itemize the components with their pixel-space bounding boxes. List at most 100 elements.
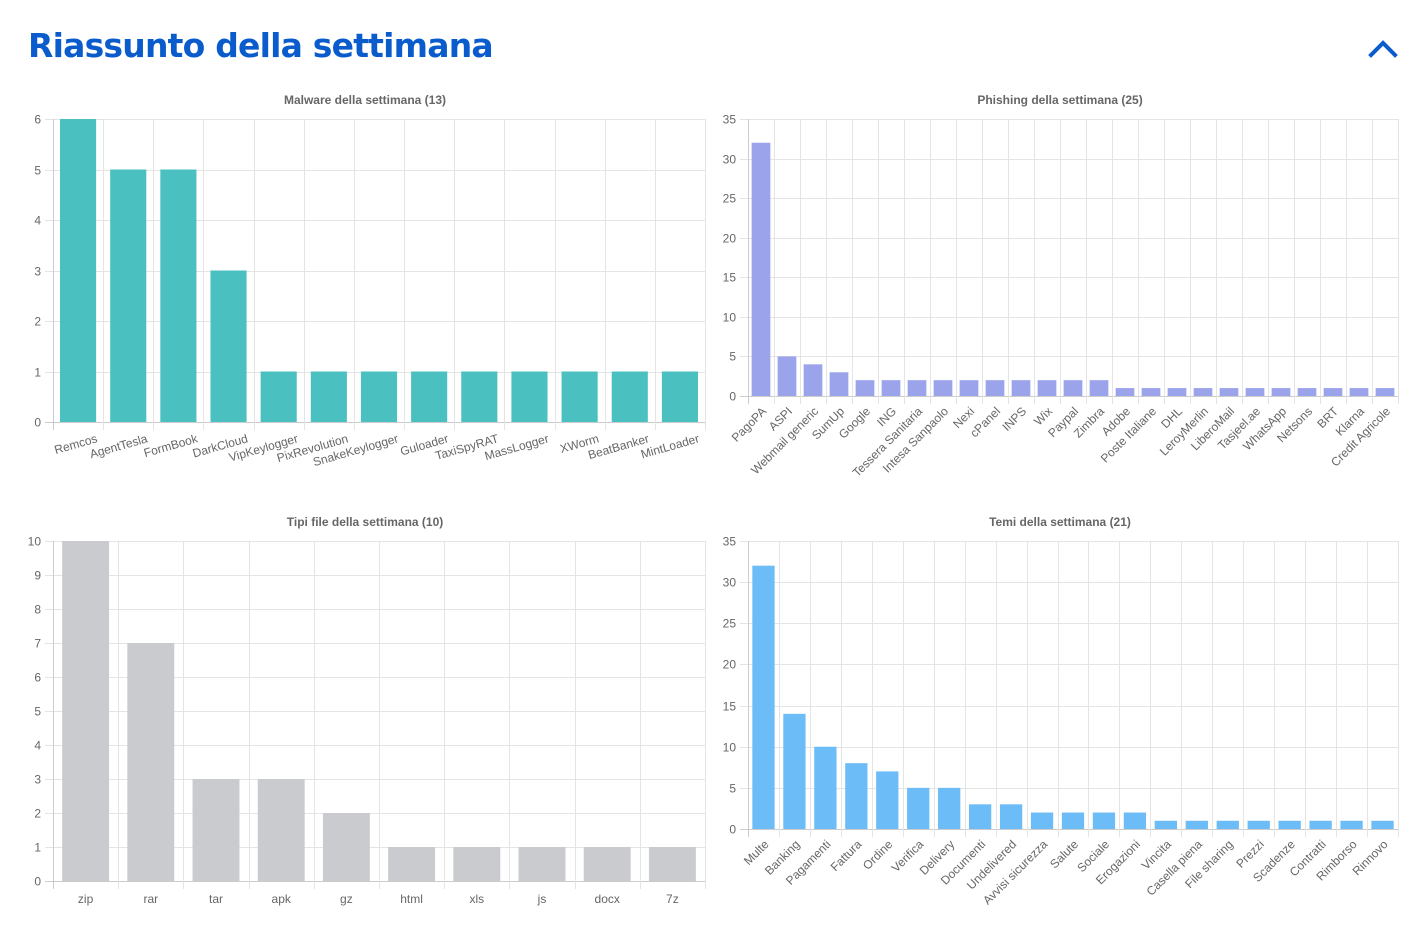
y-tick-label: 0	[34, 875, 41, 889]
bar-darkcloud[interactable]	[210, 270, 247, 423]
y-tick-label: 1	[34, 366, 41, 380]
bar-poste-italiane[interactable]	[1141, 388, 1161, 396]
bar-multe[interactable]	[752, 565, 775, 829]
bar-banking[interactable]	[783, 713, 806, 829]
bar-avvisi-sicurezza[interactable]	[1030, 812, 1054, 829]
bar-casella-piena[interactable]	[1185, 820, 1208, 829]
bar-nexi[interactable]	[959, 380, 979, 396]
y-tick-label: 3	[34, 773, 41, 787]
chart-title: Malware della settimana (13)	[284, 93, 446, 107]
bar-webmail-generic[interactable]	[803, 364, 823, 396]
bar-inps[interactable]	[1011, 380, 1031, 396]
bar-fattura[interactable]	[845, 763, 868, 829]
y-tick-label: 4	[34, 739, 41, 753]
bar-whatsapp[interactable]	[1271, 388, 1291, 396]
bar-brt[interactable]	[1323, 388, 1343, 396]
bar-7z[interactable]	[648, 847, 696, 881]
bar-scadenze[interactable]	[1278, 820, 1301, 829]
bar-tasjeel-ae[interactable]	[1245, 388, 1265, 396]
bar-html[interactable]	[388, 847, 436, 881]
bar-beatbanker[interactable]	[611, 371, 648, 423]
bar-apk[interactable]	[257, 779, 305, 881]
bar-sumup[interactable]	[829, 372, 849, 396]
y-tick-label: 15	[723, 271, 737, 285]
x-tick-label: gz	[340, 892, 353, 906]
bar-xworm[interactable]	[561, 371, 598, 423]
y-tick-label: 25	[723, 617, 737, 631]
bar-wix[interactable]	[1037, 380, 1057, 396]
bar-rimborso[interactable]	[1340, 820, 1363, 829]
x-tick-label: MintLoader	[639, 431, 701, 461]
bar-xls[interactable]	[453, 847, 501, 881]
bar-formbook[interactable]	[160, 169, 197, 423]
bar-gz[interactable]	[322, 813, 370, 881]
y-tick-label: 20	[723, 658, 737, 672]
bar-google[interactable]	[855, 380, 875, 396]
bar-guloader[interactable]	[411, 371, 448, 423]
bar-delivery[interactable]	[938, 787, 961, 829]
bar-paypal[interactable]	[1063, 380, 1083, 396]
bar-file-sharing[interactable]	[1216, 820, 1239, 829]
bar-verifica[interactable]	[907, 787, 930, 829]
bar-remcos[interactable]	[60, 119, 97, 422]
bar-salute[interactable]	[1061, 812, 1085, 829]
bar-snakekeylogger[interactable]	[360, 371, 398, 423]
bar-pagamenti[interactable]	[814, 746, 837, 829]
phishing-chart-svg: Phishing della settimana (25) 0 5 10 15 20 25 3…	[723, 93, 1399, 480]
bar-vincita[interactable]	[1154, 820, 1177, 829]
bar-tar[interactable]	[192, 779, 240, 881]
bar-pixrevolution[interactable]	[310, 371, 347, 423]
bar-ordine[interactable]	[876, 771, 899, 829]
y-tick-label: 2	[34, 315, 41, 329]
bar-zip[interactable]	[62, 541, 110, 881]
bar-documenti[interactable]	[969, 804, 992, 829]
bar-klarna[interactable]	[1349, 388, 1369, 396]
chart-title: Phishing della settimana (25)	[977, 93, 1142, 107]
bar-docx[interactable]	[583, 847, 631, 881]
page-title: Riassunto della settimana	[28, 26, 494, 65]
x-tick-label: cPanel	[967, 404, 1003, 440]
y-tick-label: 5	[34, 164, 41, 178]
y-tick-label: 0	[34, 416, 41, 430]
bar-leroymerlin[interactable]	[1193, 388, 1213, 396]
y-tick-label: 3	[34, 265, 41, 279]
bar-erogazioni[interactable]	[1123, 812, 1147, 829]
malware-chart: Malware della settimana (13) 0 1 2 3 4 5 6 Remco…	[0, 88, 710, 498]
malware-chart-svg: Malware della settimana (13)0123456Remco…	[34, 93, 706, 469]
bar-rinnovo[interactable]	[1371, 820, 1394, 829]
bar-zimbra[interactable]	[1089, 380, 1109, 396]
bar-ing[interactable]	[881, 380, 901, 396]
bar-mintloader[interactable]	[661, 371, 698, 423]
y-tick-label: 10	[723, 741, 737, 755]
bar-undelivered[interactable]	[999, 804, 1023, 829]
bar-intesa-sanpaolo[interactable]	[933, 380, 953, 396]
bar-rar[interactable]	[127, 643, 175, 881]
y-tick-label: 10	[28, 535, 42, 549]
bar-sociale[interactable]	[1092, 812, 1116, 829]
bar-taxispyrat[interactable]	[461, 371, 498, 423]
x-tick-label: Rinnovo	[1350, 837, 1391, 878]
y-tick-label: 0	[729, 823, 736, 837]
themes-chart-svg: Temi della settimana (21)05101520253035M…	[723, 515, 1399, 907]
y-tick-label: 35	[723, 535, 737, 549]
themes-chart: Temi della settimana (21) 0 5 10 15 20 25 30 35 M…	[710, 510, 1410, 930]
bar-pagopa[interactable]	[751, 142, 771, 396]
bar-aspi[interactable]	[777, 356, 797, 396]
bar-prezzi[interactable]	[1247, 820, 1270, 829]
bar-netsons[interactable]	[1297, 388, 1317, 396]
y-tick-label: 5	[34, 705, 41, 719]
bar-liberomail[interactable]	[1219, 388, 1239, 396]
bar-tessera-sanitaria[interactable]	[907, 380, 927, 396]
bar-dhl[interactable]	[1167, 388, 1187, 396]
bar-js[interactable]	[518, 847, 566, 881]
bar-agenttesla[interactable]	[110, 169, 147, 423]
bar-credit-agricole[interactable]	[1375, 388, 1395, 396]
collapse-button[interactable]	[1366, 34, 1400, 64]
bar-adobe[interactable]	[1115, 388, 1135, 396]
bar-vipkeylogger[interactable]	[260, 371, 297, 423]
y-tick-label: 4	[34, 214, 41, 228]
bar-cpanel[interactable]	[985, 380, 1005, 396]
bar-contratti[interactable]	[1309, 820, 1332, 829]
bar-masslogger[interactable]	[511, 371, 548, 423]
phishing-chart: Phishing della settimana (25) 0 5 10 15 20 25 3…	[710, 88, 1410, 498]
